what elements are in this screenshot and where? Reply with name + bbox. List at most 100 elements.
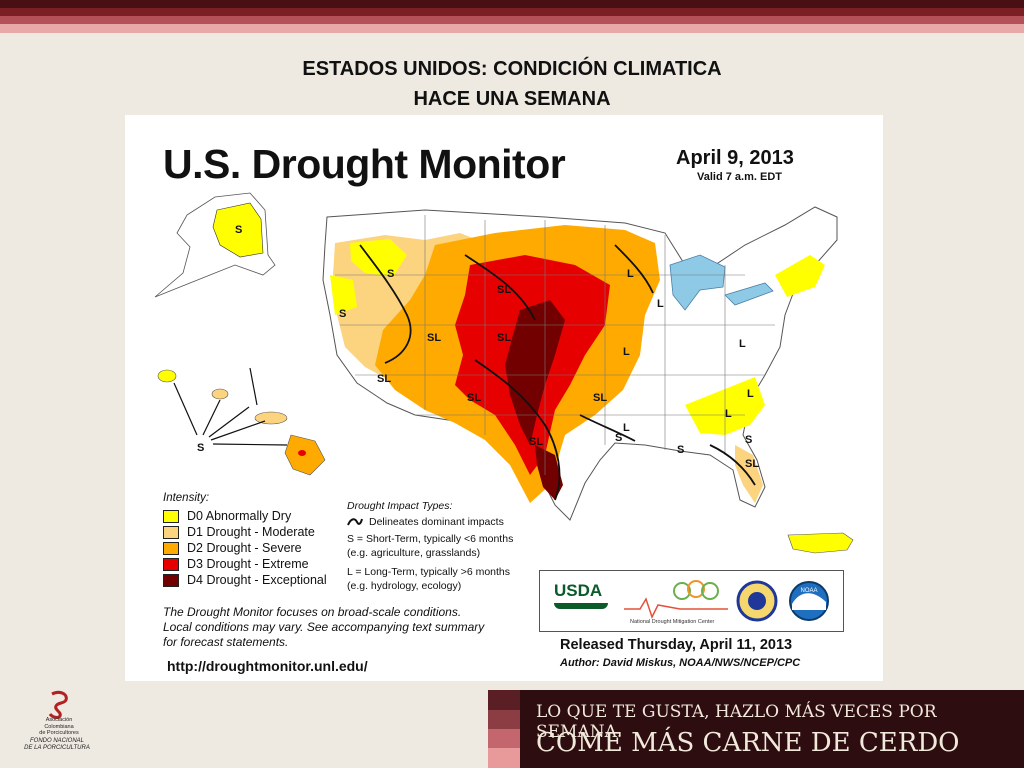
legend-swatch xyxy=(163,525,179,539)
banner-slogan: LO QUE TE GUSTA, HAZLO MÁS VECES POR SEM… xyxy=(536,702,937,742)
legend-label: D1 Drought - Moderate xyxy=(187,525,315,539)
legend-swatch xyxy=(163,541,179,555)
hawaii-pointer-line xyxy=(210,420,266,441)
fund-name: FONDO NACIONAL DE LA PORCICULTURA xyxy=(12,738,102,751)
alaska-d0-area xyxy=(212,202,264,258)
usda-logo: USDA xyxy=(554,581,610,617)
puerto-rico-map xyxy=(787,532,854,554)
map-note-line: for forecast statements. xyxy=(163,635,289,649)
impact-label: SL xyxy=(593,392,607,404)
impact-label: L xyxy=(627,268,634,280)
northeast-d0-area xyxy=(775,255,825,297)
map-valid-time: Valid 7 a.m. EDT xyxy=(697,171,782,183)
promo-banner: LO QUE TE GUSTA, HAZLO MÁS VECES POR SEM… xyxy=(488,690,1024,768)
map-title: U.S. Drought Monitor xyxy=(163,141,566,187)
impact-line-text: Delineates dominant impacts xyxy=(369,516,504,528)
noaa-logo-icon: NOAA xyxy=(789,581,829,621)
lake-erie xyxy=(724,282,774,306)
west-d0-area xyxy=(350,239,407,277)
legend-d4: D4 Drought - Exceptional xyxy=(163,572,327,588)
great-lakes xyxy=(669,254,726,311)
banner-bar xyxy=(488,748,520,768)
monitor-url[interactable]: http://droughtmonitor.unl.edu/ xyxy=(167,658,368,674)
impact-label: SL xyxy=(529,436,543,448)
ndmc-logo: National Drought Mitigation Center xyxy=(624,580,728,625)
banner-bars xyxy=(488,690,520,768)
banner-headline: COME MÁS CARNE DE CERDO xyxy=(536,728,960,758)
hawaii-pointer-line xyxy=(212,443,288,446)
org-name: Asociación Colombiana de Porcicultores xyxy=(19,717,99,737)
commerce-seal-icon xyxy=(736,580,778,622)
central-d4-area xyxy=(505,300,565,445)
alaska-map xyxy=(154,192,276,298)
legend-d0: D0 Abnormally Dry xyxy=(163,508,291,524)
slide-title-line1: ESTADOS UNIDOS: CONDICIÓN CLIMATICA xyxy=(302,58,722,80)
usda-logo-swoosh xyxy=(554,603,608,609)
impact-label: S xyxy=(387,268,394,280)
ndmc-logo-text: National Drought Mitigation Center xyxy=(630,619,715,625)
impact-label: L xyxy=(725,408,732,420)
pig-icon xyxy=(48,690,68,719)
hawaii-d3-spot xyxy=(298,450,306,456)
impact-label: SL xyxy=(745,458,759,470)
release-date: Released Thursday, April 11, 2013 xyxy=(560,637,793,653)
legend-swatch xyxy=(163,557,179,571)
legend-label: D4 Drought - Exceptional xyxy=(187,573,327,587)
impact-line-text: S = Short-Term, typically <6 months xyxy=(347,533,514,545)
org-name-line: Colombiana xyxy=(44,723,74,730)
legend-d2: D2 Drought - Severe xyxy=(163,540,302,556)
impact-labels: S S SL SL SL SL SL SL SL L L L L L S SL … xyxy=(197,224,759,470)
impact-label: S xyxy=(677,444,684,456)
impact-label: SL xyxy=(427,332,441,344)
impact-label: L xyxy=(747,388,754,400)
fund-name-line: FONDO NACIONAL xyxy=(29,738,84,744)
impact-line-text: L = Long-Term, typically >6 months xyxy=(347,566,511,578)
org-name-line: de Porcicultores xyxy=(39,730,79,736)
banner-bar xyxy=(488,690,520,710)
impact-line-text: (e.g. agriculture, grasslands) xyxy=(347,547,481,559)
impact-label: S xyxy=(745,434,752,446)
legend-label: D0 Abnormally Dry xyxy=(187,509,292,523)
banner-bar xyxy=(488,729,520,748)
impact-label: S xyxy=(235,224,242,236)
hawaii-pointer-line xyxy=(173,382,198,436)
impact-label: SL xyxy=(497,332,511,344)
impact-heading: Drought Impact Types: xyxy=(347,500,453,512)
agency-logos: USDA National Drought Mitigation Center … xyxy=(539,570,844,632)
pacific-nw-d0-area xyxy=(330,275,357,315)
hawaii-island-kauai xyxy=(157,369,177,383)
impact-label: SL xyxy=(377,373,391,385)
impact-line-text: (e.g. hydrology, ecology) xyxy=(347,580,462,592)
impact-label: L xyxy=(739,338,746,350)
top-stripe-1 xyxy=(0,0,1024,8)
top-stripe-4 xyxy=(0,24,1024,33)
impact-label: L xyxy=(657,298,664,310)
contiguous-us-map xyxy=(322,206,838,521)
impact-label: S xyxy=(197,442,204,454)
banner-bar xyxy=(488,710,520,729)
florida-d1-area xyxy=(735,445,763,503)
intensity-heading: Intensity: xyxy=(163,492,210,504)
legend-label: D2 Drought - Severe xyxy=(187,541,302,555)
map-note-line: Local conditions may vary. See accompany… xyxy=(163,620,485,634)
hawaii-island-big xyxy=(284,434,326,476)
legend-d1: D1 Drought - Moderate xyxy=(163,524,315,540)
hawaii-pointer-line xyxy=(249,367,258,406)
org-name-line: Asociación xyxy=(45,717,73,723)
drought-map: S S SL SL SL SL SL SL SL L L L L L S SL … xyxy=(154,192,854,554)
fund-name-line: DE LA PORCICULTURA xyxy=(24,744,90,751)
texas-d4-area xyxy=(535,445,563,500)
impact-boundaries xyxy=(359,244,756,501)
legend-swatch xyxy=(163,509,179,523)
legend-swatch xyxy=(163,573,179,587)
legend-label: D3 Drought - Extreme xyxy=(187,557,309,571)
state-boundaries xyxy=(335,215,775,475)
map-date: April 9, 2013 xyxy=(676,147,794,169)
map-note-line: The Drought Monitor focuses on broad-sca… xyxy=(163,605,462,619)
drought-map-panel: U.S. Drought Monitor April 9, 2013 Valid… xyxy=(125,115,883,681)
hawaii-pointer-line xyxy=(208,406,250,438)
hawaii-island-oahu xyxy=(211,388,229,400)
impact-label: SL xyxy=(467,392,481,404)
map-author: Author: David Miskus, NOAA/NWS/NCEP/CPC xyxy=(560,657,801,669)
top-stripe-2 xyxy=(0,8,1024,16)
